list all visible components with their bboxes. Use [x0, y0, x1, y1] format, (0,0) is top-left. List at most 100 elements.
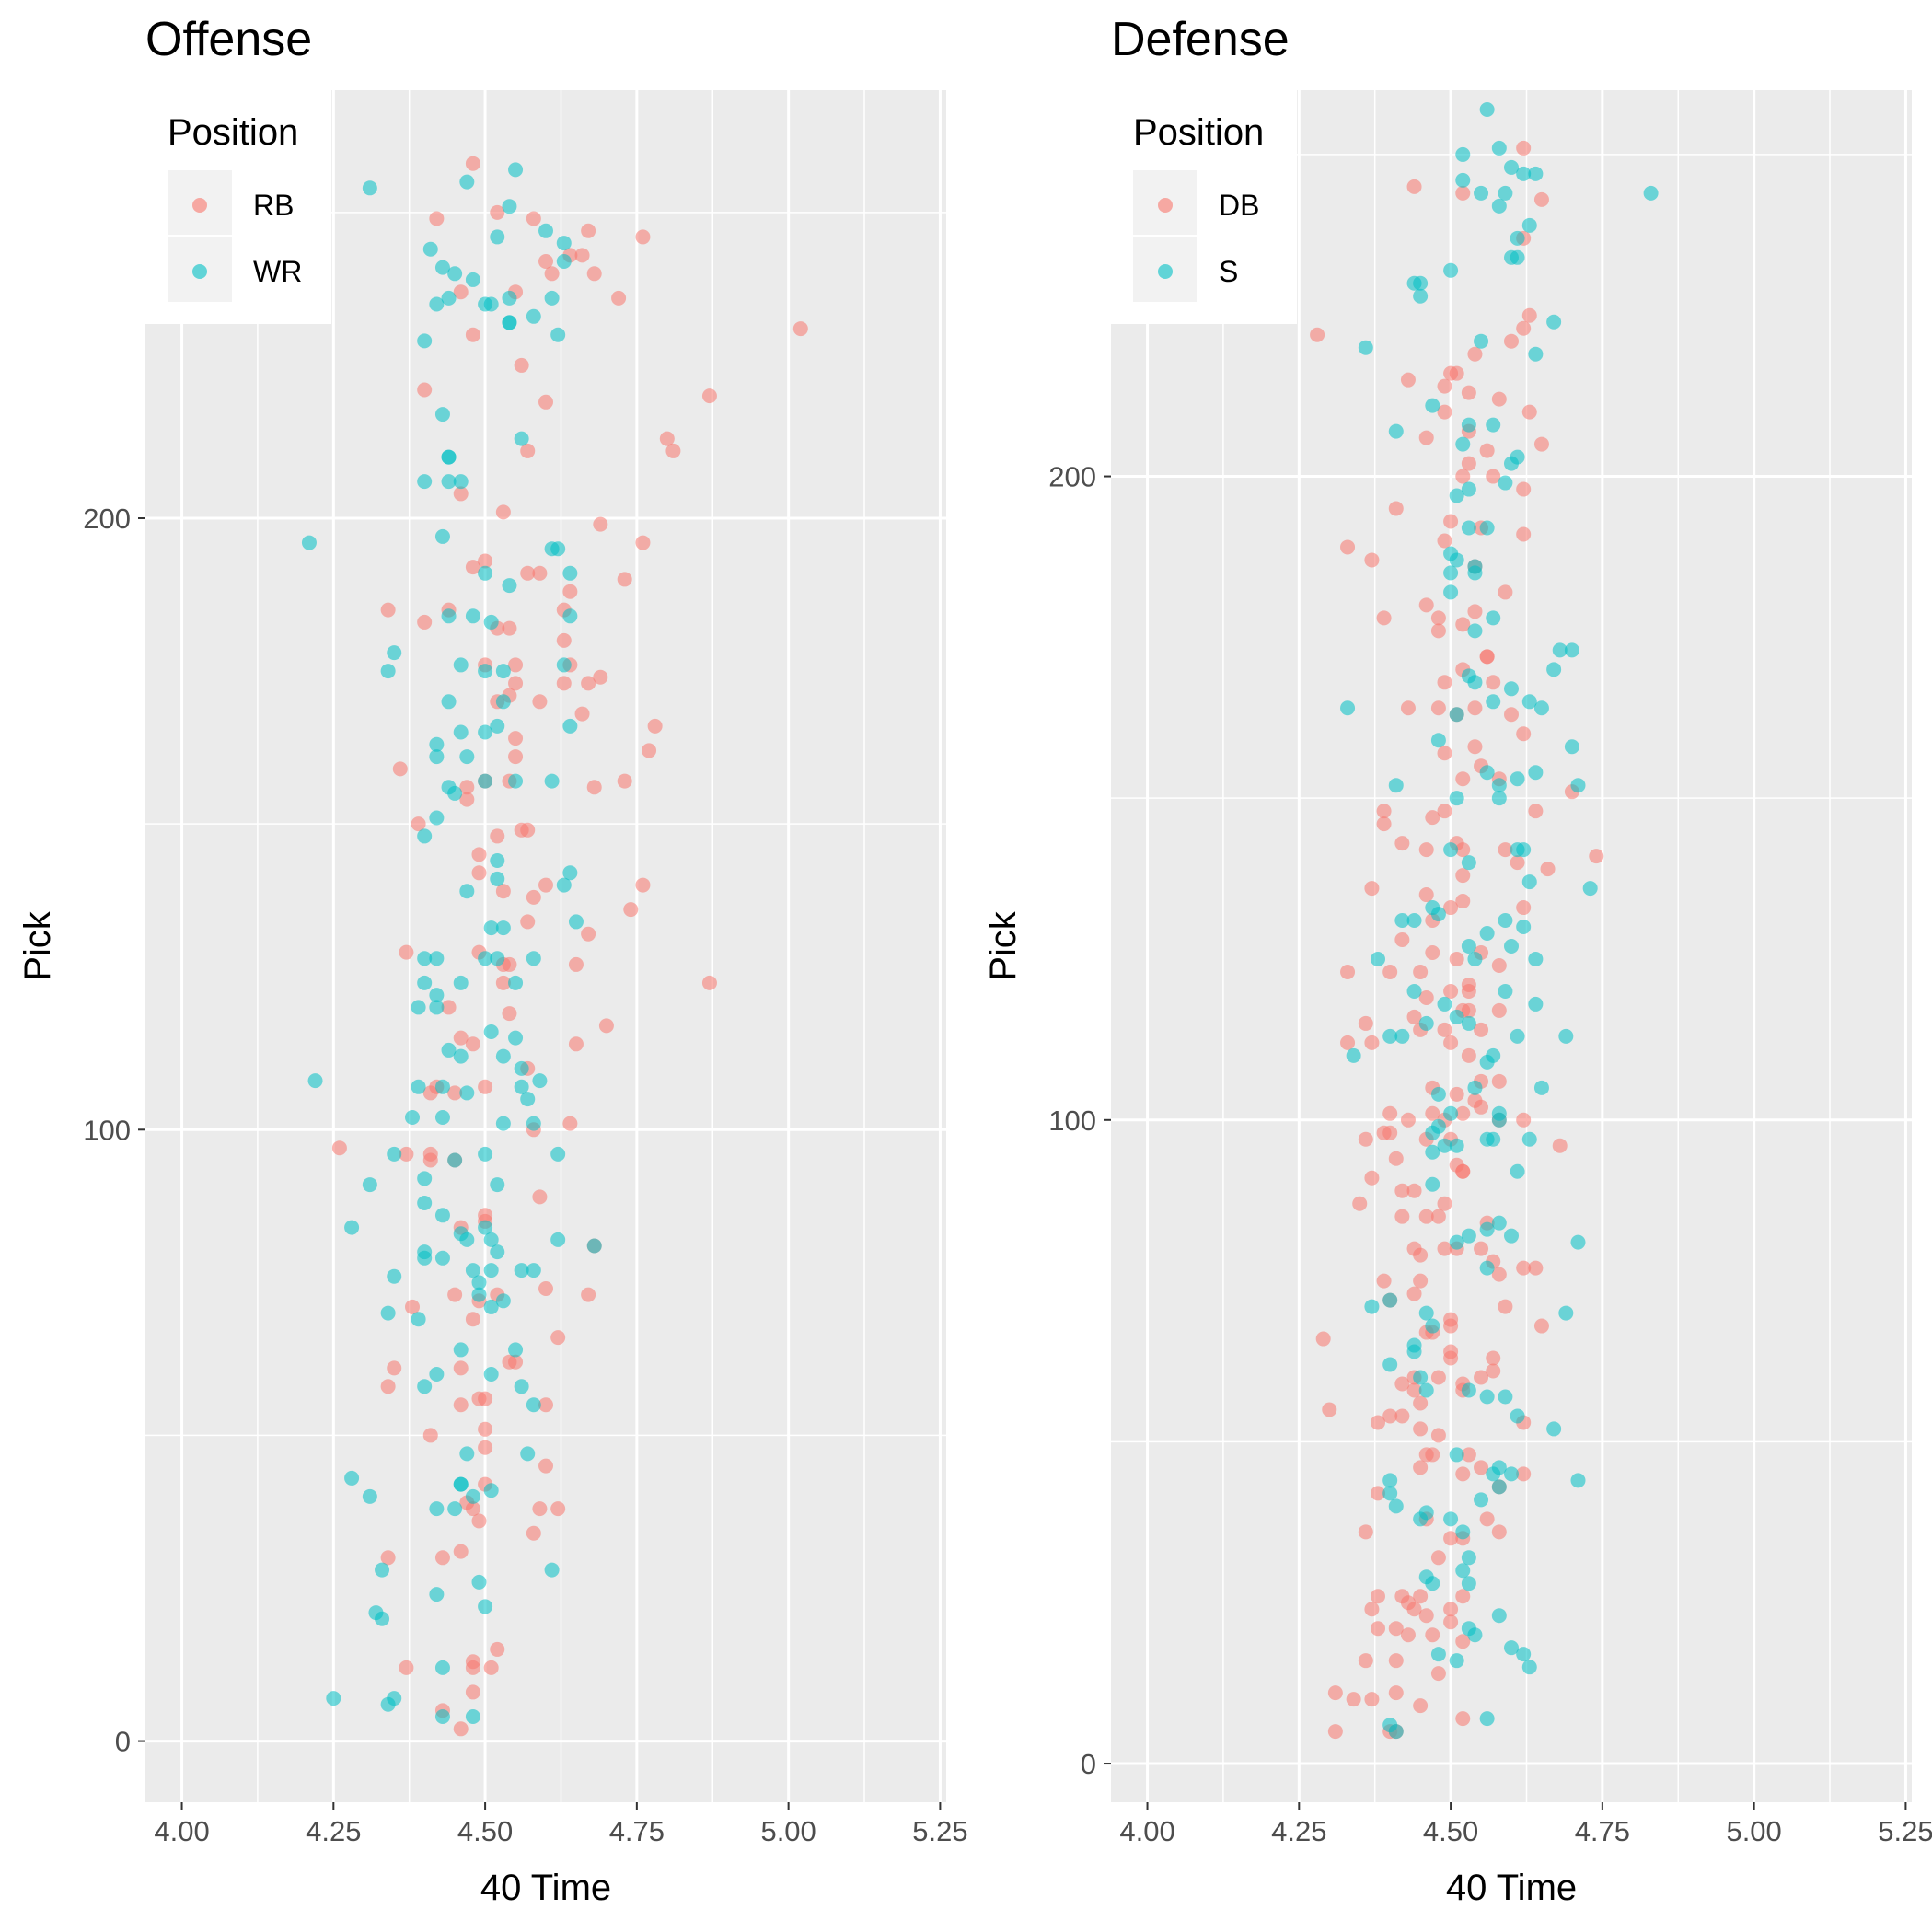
point-rb	[453, 284, 469, 300]
point-rb	[526, 1525, 541, 1541]
point-rb	[411, 816, 426, 832]
point-wr	[417, 975, 433, 990]
point-s	[1449, 1009, 1464, 1024]
point-wr	[434, 1110, 450, 1125]
point-wr	[422, 241, 438, 257]
point-rb	[642, 743, 657, 758]
point-db	[1491, 1002, 1507, 1018]
point-s	[1467, 565, 1483, 581]
point-rb	[399, 1660, 414, 1675]
point-s	[1443, 262, 1459, 278]
point-db	[1418, 1447, 1434, 1463]
point-rb	[532, 1189, 548, 1205]
point-wr	[508, 773, 524, 789]
point-wr	[490, 1177, 505, 1193]
point-s	[1486, 1047, 1501, 1063]
point-wr	[490, 951, 505, 966]
point-db	[1455, 1466, 1471, 1482]
point-wr	[465, 1488, 480, 1504]
point-rb	[502, 1006, 517, 1022]
point-s	[1510, 1408, 1525, 1424]
point-rb	[465, 1654, 480, 1670]
point-wr	[417, 828, 433, 844]
legend: Position DB S	[1111, 90, 1297, 324]
point-db	[1430, 1428, 1446, 1443]
point-wr	[550, 1146, 566, 1162]
legend-title: Position	[168, 112, 298, 153]
point-rb	[508, 731, 524, 746]
point-wr	[478, 1220, 493, 1235]
point-rb	[550, 1501, 566, 1517]
point-s	[1382, 1357, 1398, 1372]
point-rb	[502, 620, 517, 636]
point-rb	[478, 1421, 493, 1437]
legend-label-0: DB	[1219, 189, 1259, 222]
plot-background	[145, 90, 946, 1802]
point-wr	[429, 749, 445, 765]
point-rb	[581, 1287, 596, 1302]
point-db	[1455, 185, 1471, 201]
point-rb	[701, 388, 717, 404]
point-rb	[556, 676, 572, 691]
point-wr	[387, 1146, 402, 1162]
point-s	[1504, 1228, 1519, 1244]
point-wr	[550, 1232, 566, 1247]
point-wr	[459, 749, 475, 765]
point-wr	[301, 535, 317, 550]
point-s	[1528, 166, 1544, 181]
point-rb	[380, 1550, 396, 1566]
point-db	[1413, 964, 1429, 979]
point-db	[1418, 597, 1434, 613]
point-s	[1437, 996, 1452, 1012]
point-s	[1430, 733, 1446, 748]
point-db	[1498, 584, 1513, 600]
point-db	[1455, 894, 1471, 909]
point-rb	[623, 902, 639, 918]
point-wr	[490, 1244, 505, 1260]
point-s	[1425, 1176, 1440, 1192]
point-wr	[375, 1562, 390, 1578]
y-axis-title: Pick	[983, 910, 1024, 981]
point-s	[1449, 1138, 1464, 1153]
point-db	[1486, 675, 1501, 690]
point-db	[1382, 964, 1398, 979]
point-wr	[556, 236, 572, 251]
point-s	[1570, 1473, 1586, 1488]
point-db	[1533, 1318, 1549, 1334]
point-wr	[562, 865, 578, 881]
point-db	[1406, 1382, 1422, 1398]
point-s	[1449, 488, 1464, 503]
point-wr	[375, 1611, 390, 1626]
point-s	[1570, 1234, 1586, 1250]
point-db	[1340, 539, 1356, 555]
point-s	[1474, 1492, 1489, 1508]
point-db	[1430, 1666, 1446, 1682]
point-db	[1516, 140, 1532, 156]
point-db	[1406, 179, 1422, 194]
point-rb	[617, 773, 632, 789]
point-wr	[465, 608, 480, 624]
point-wr	[526, 1263, 541, 1278]
point-db	[1455, 1105, 1471, 1121]
point-wr	[508, 1030, 524, 1046]
point-db	[1413, 1589, 1429, 1604]
point-rb	[471, 1391, 487, 1406]
point-wr	[478, 664, 493, 679]
point-s	[1382, 1473, 1398, 1488]
point-rb	[659, 431, 675, 446]
legend-swatch-1	[192, 264, 207, 279]
point-wr	[434, 1660, 450, 1675]
point-wr	[502, 315, 517, 330]
point-s	[1388, 778, 1404, 793]
point-s	[1521, 874, 1537, 890]
point-wr	[495, 664, 511, 679]
point-db	[1400, 1627, 1416, 1643]
point-s	[1382, 1486, 1398, 1501]
point-db	[1516, 526, 1532, 542]
point-db	[1340, 1035, 1356, 1050]
point-db	[1437, 1022, 1452, 1037]
point-s	[1510, 1028, 1525, 1044]
point-rb	[392, 761, 408, 777]
chart-title: Defense	[1111, 13, 1290, 66]
